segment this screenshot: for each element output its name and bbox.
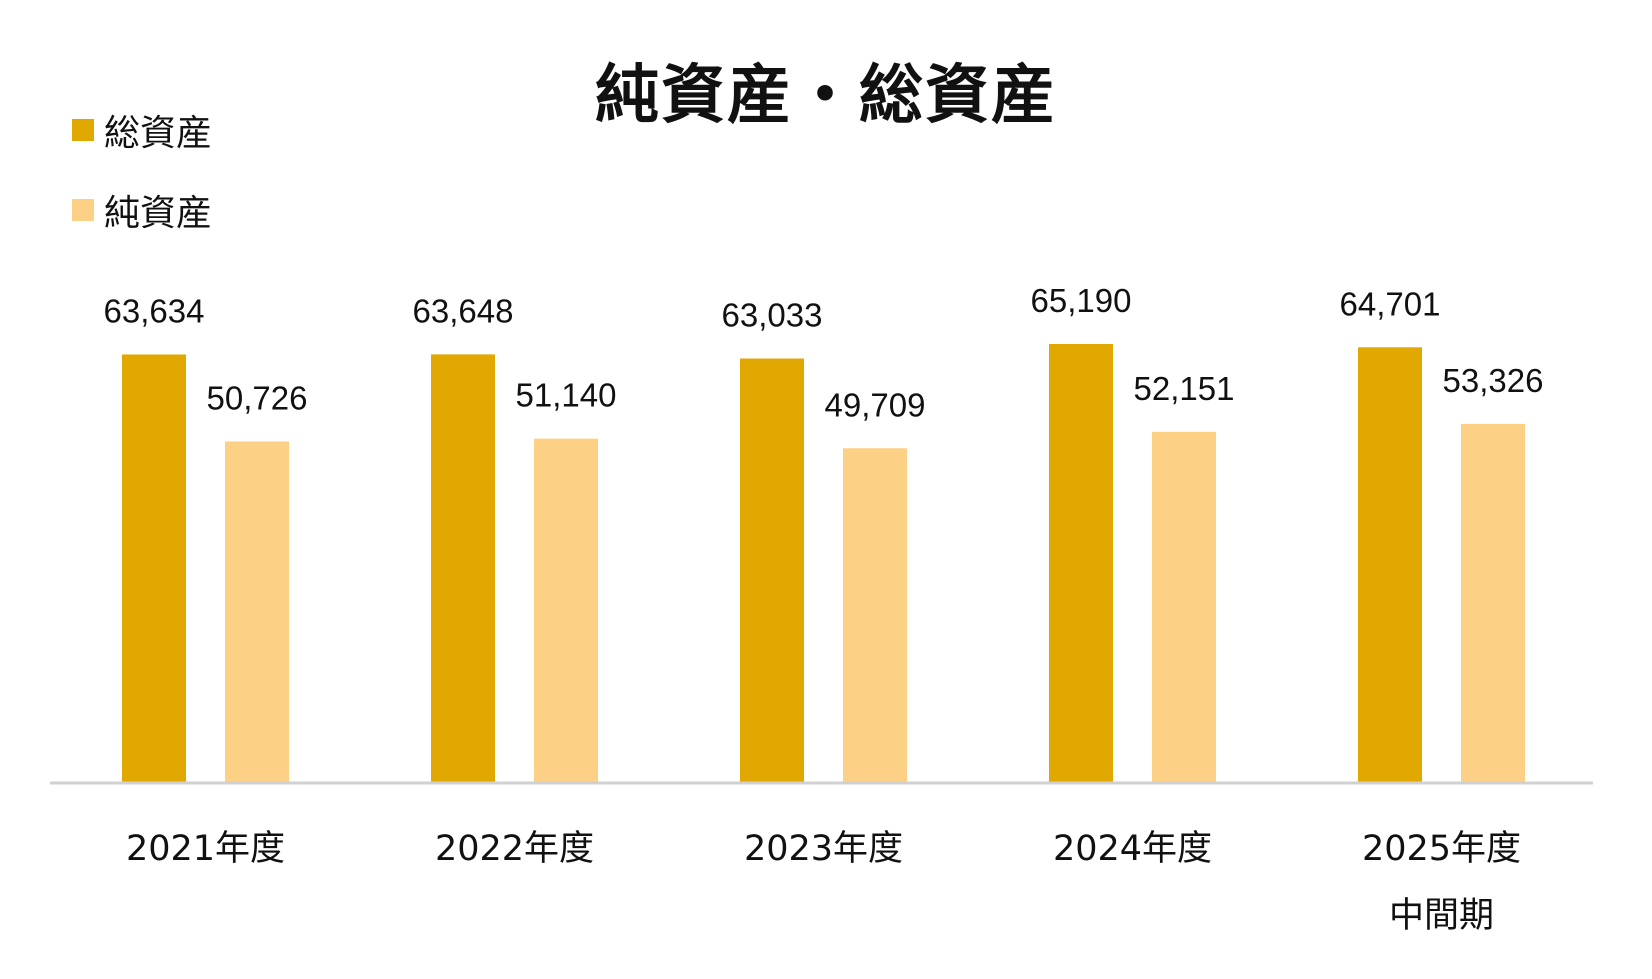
value-label-total-assets-2: 63,033	[722, 297, 823, 334]
legend-label-net-assets: 純資産	[104, 193, 213, 234]
legend-swatch-net-assets	[72, 199, 94, 221]
value-label-net-assets-4: 53,326	[1443, 362, 1544, 399]
bar-net-assets-1	[534, 438, 598, 783]
legend: 総資産 純資産	[72, 110, 212, 270]
legend-item-total-assets: 総資産	[72, 110, 212, 154]
legend-label-total-assets: 総資産	[104, 113, 213, 154]
bar-total-assets-2	[740, 358, 804, 783]
bar-net-assets-2	[843, 448, 907, 783]
value-label-net-assets-3: 52,151	[1134, 370, 1235, 407]
bar-total-assets-1	[431, 354, 495, 783]
bar-net-assets-4	[1461, 423, 1525, 783]
value-label-net-assets-1: 51,140	[516, 377, 617, 414]
chart-title: 純資産・総資産	[595, 59, 1057, 133]
value-label-net-assets-2: 49,709	[825, 386, 926, 423]
category-label-4-line2: 中間期	[1389, 896, 1494, 936]
category-label-0: 2021年度	[126, 829, 285, 869]
value-label-total-assets-3: 65,190	[1031, 282, 1132, 319]
legend-item-net-assets: 純資産	[72, 190, 212, 234]
value-label-total-assets-0: 63,634	[104, 292, 205, 329]
value-label-total-assets-4: 64,701	[1340, 285, 1441, 322]
bar-total-assets-3	[1049, 344, 1113, 783]
category-label-3: 2024年度	[1053, 829, 1212, 869]
value-label-net-assets-0: 50,726	[207, 379, 308, 416]
category-label-1: 2022年度	[435, 829, 594, 869]
value-label-total-assets-1: 63,648	[413, 292, 514, 329]
category-label-2: 2023年度	[744, 829, 903, 869]
bar-total-assets-4	[1358, 347, 1422, 783]
bar-net-assets-0	[225, 441, 289, 783]
category-label-4: 2025年度	[1362, 829, 1521, 869]
bar-total-assets-0	[122, 354, 186, 783]
bar-net-assets-3	[1152, 431, 1216, 783]
legend-swatch-total-assets	[72, 119, 94, 141]
